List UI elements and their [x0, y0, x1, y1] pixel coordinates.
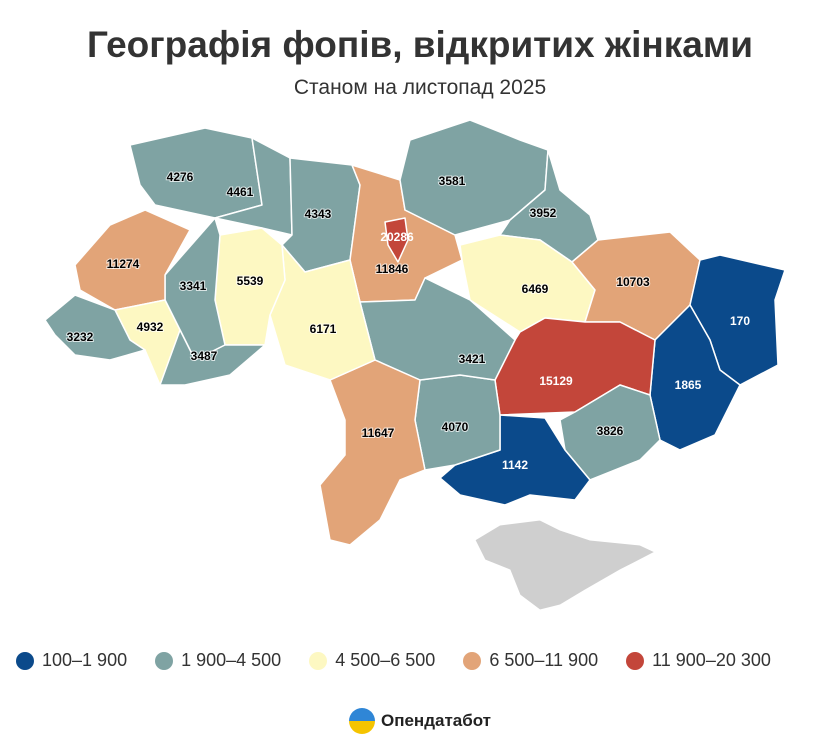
region: [319, 359, 426, 546]
region-value: 4932: [137, 320, 164, 334]
region: [159, 329, 266, 386]
region-value: 1865: [675, 378, 702, 392]
region-value: 4276: [167, 170, 194, 184]
region-value: 3421: [459, 352, 486, 366]
region-value: 6469: [522, 282, 549, 296]
region-value: 4343: [305, 207, 332, 221]
region-value: 10703: [616, 275, 650, 289]
legend-swatch: [16, 651, 34, 670]
region-value: 3581: [439, 174, 466, 188]
region-value: 5539: [237, 274, 264, 288]
map: 4276 4461 4343 11846 20286 3581 3952 646…: [44, 119, 786, 611]
region-value: 3826: [597, 424, 624, 438]
region: [129, 127, 263, 219]
crimea: [474, 519, 657, 611]
legend-label: 6 500–11 900: [489, 650, 599, 670]
title: Географія фопів, відкритих жінками: [87, 24, 753, 65]
region: [384, 217, 409, 263]
brand: Опендатабот: [0, 708, 840, 734]
legend: 100–1 900 1 900–4 500 4 500–6 500 6 500–11 …: [16, 650, 799, 671]
legend-item: 6 500–11 900: [463, 650, 598, 671]
legend-label: 4 500–6 500: [335, 650, 436, 670]
legend-item: 4 500–6 500: [309, 650, 435, 671]
region-value: 3341: [180, 279, 207, 293]
region-value: 15129: [539, 374, 573, 388]
region-value: 11274: [107, 257, 140, 271]
brand-name: Опендатабот: [380, 711, 492, 730]
region: [44, 294, 146, 361]
legend-item: 1 900–4 500: [155, 650, 281, 671]
legend-swatch: [309, 651, 328, 670]
region-value: 6171: [310, 322, 337, 336]
legend-label: 11 900–20 300: [652, 650, 771, 670]
legend-swatch: [155, 651, 174, 670]
legend-swatch: [626, 651, 645, 670]
logo: [348, 708, 375, 734]
region-value: 3952: [530, 206, 557, 220]
region-value: 11846: [376, 262, 409, 276]
region-value: 4070: [442, 420, 469, 434]
region-value: 1142: [502, 458, 528, 472]
region-value: 4461: [227, 185, 254, 199]
region: [559, 384, 661, 481]
region-value: 3232: [67, 330, 94, 344]
region-value: 3487: [191, 349, 218, 363]
region-value: 11647: [362, 426, 395, 440]
legend-label: 100–1 900: [42, 650, 128, 670]
subtitle: Станом на листопад 2025: [293, 76, 547, 99]
legend-swatch: [463, 651, 482, 670]
legend-item: 100–1 900: [16, 650, 127, 671]
legend-item: 11 900–20 300: [626, 650, 771, 671]
region: [74, 209, 191, 311]
legend-label: 1 900–4 500: [181, 650, 282, 670]
region-value: 20286: [380, 230, 414, 244]
region-value: 170: [730, 314, 750, 328]
